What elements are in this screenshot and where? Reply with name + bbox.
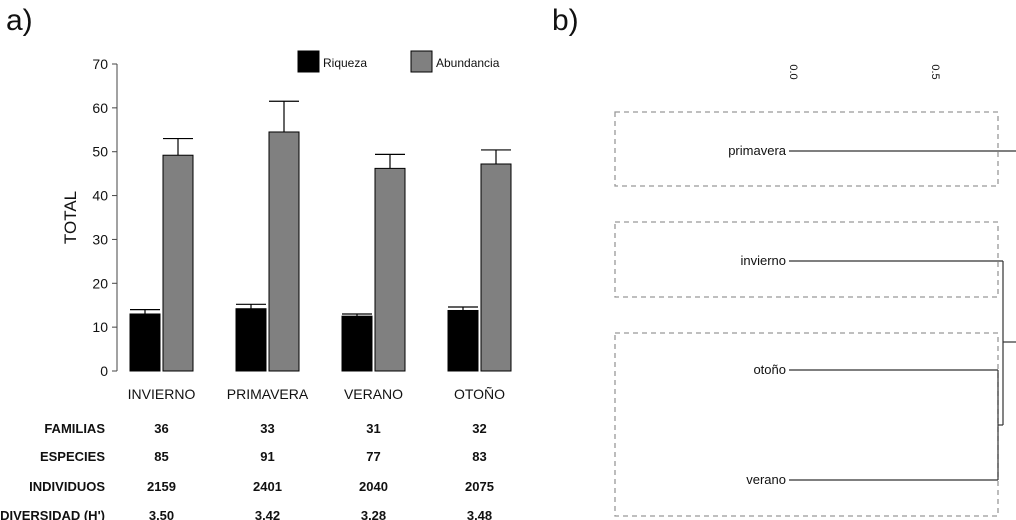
table-cell: 32: [472, 421, 486, 436]
table-cell: 36: [154, 421, 168, 436]
cluster-box: [614, 221, 999, 298]
x-tick-label: PRIMAVERA: [227, 386, 309, 402]
table-cell: 77: [366, 449, 380, 464]
y-tick-label: 60: [92, 100, 108, 116]
bar-riqueza-2: [341, 315, 373, 372]
y-tick-label: 30: [92, 231, 108, 247]
x-tick-label: VERANO: [344, 386, 403, 402]
table-cell: 3.48: [467, 508, 492, 520]
dendrogram-leaf-label: invierno: [740, 253, 786, 268]
dendrogram-leaf-label: verano: [746, 472, 786, 487]
dendrogram-axis-tick: 0.5: [929, 64, 941, 79]
table-cell: 3.50: [149, 508, 174, 520]
y-tick-label: 70: [92, 56, 108, 72]
dendrogram-leaf-label: primavera: [728, 143, 787, 158]
legend-swatch-abundancia: [410, 50, 433, 73]
table-row-label: ESPECIES: [40, 449, 105, 464]
legend-swatch-riqueza: [297, 50, 320, 73]
table-cell: 85: [154, 449, 168, 464]
bar-abundancia-3: [480, 163, 512, 372]
table-cell: 2401: [253, 479, 282, 494]
y-tick-label: 0: [100, 363, 108, 379]
bar-abundancia-0: [162, 154, 194, 372]
y-tick-label: 20: [92, 275, 108, 291]
table-cell: 2159: [147, 479, 176, 494]
bar-abundancia-1: [268, 131, 300, 372]
legend-label: Abundancia: [436, 56, 500, 70]
y-tick-label: 50: [92, 144, 108, 160]
table-cell: 3.28: [361, 508, 386, 520]
cluster-box: [614, 332, 999, 517]
table-row-label: FAMILIAS: [44, 421, 105, 436]
legend-label: Riqueza: [323, 56, 367, 70]
table-cell: 33: [260, 421, 274, 436]
table-cell: 31: [366, 421, 380, 436]
bar-abundancia-2: [374, 167, 406, 372]
table-cell: 2075: [465, 479, 494, 494]
x-tick-label: INVIERNO: [128, 386, 196, 402]
y-axis-label: TOTAL: [61, 191, 80, 244]
bar-riqueza-1: [235, 308, 267, 372]
bar-riqueza-3: [447, 309, 479, 372]
table-row-label: INDIVIDUOS: [29, 479, 105, 494]
bar-riqueza-0: [129, 313, 161, 372]
table-cell: 3.42: [255, 508, 280, 520]
table-cell: 2040: [359, 479, 388, 494]
y-tick-label: 10: [92, 319, 108, 335]
dendrogram-leaf-label: otoño: [753, 362, 786, 377]
dendrogram-axis-tick: 0.0: [787, 64, 799, 79]
y-tick-label: 40: [92, 188, 108, 204]
panel-a-label: a): [6, 4, 33, 37]
cluster-box: [614, 111, 999, 187]
table-cell: 83: [472, 449, 486, 464]
table-cell: 91: [260, 449, 274, 464]
x-tick-label: OTOÑO: [454, 386, 505, 402]
table-row-label: DIVERSIDAD (H'): [0, 508, 105, 520]
panel-b-label: b): [552, 4, 579, 37]
